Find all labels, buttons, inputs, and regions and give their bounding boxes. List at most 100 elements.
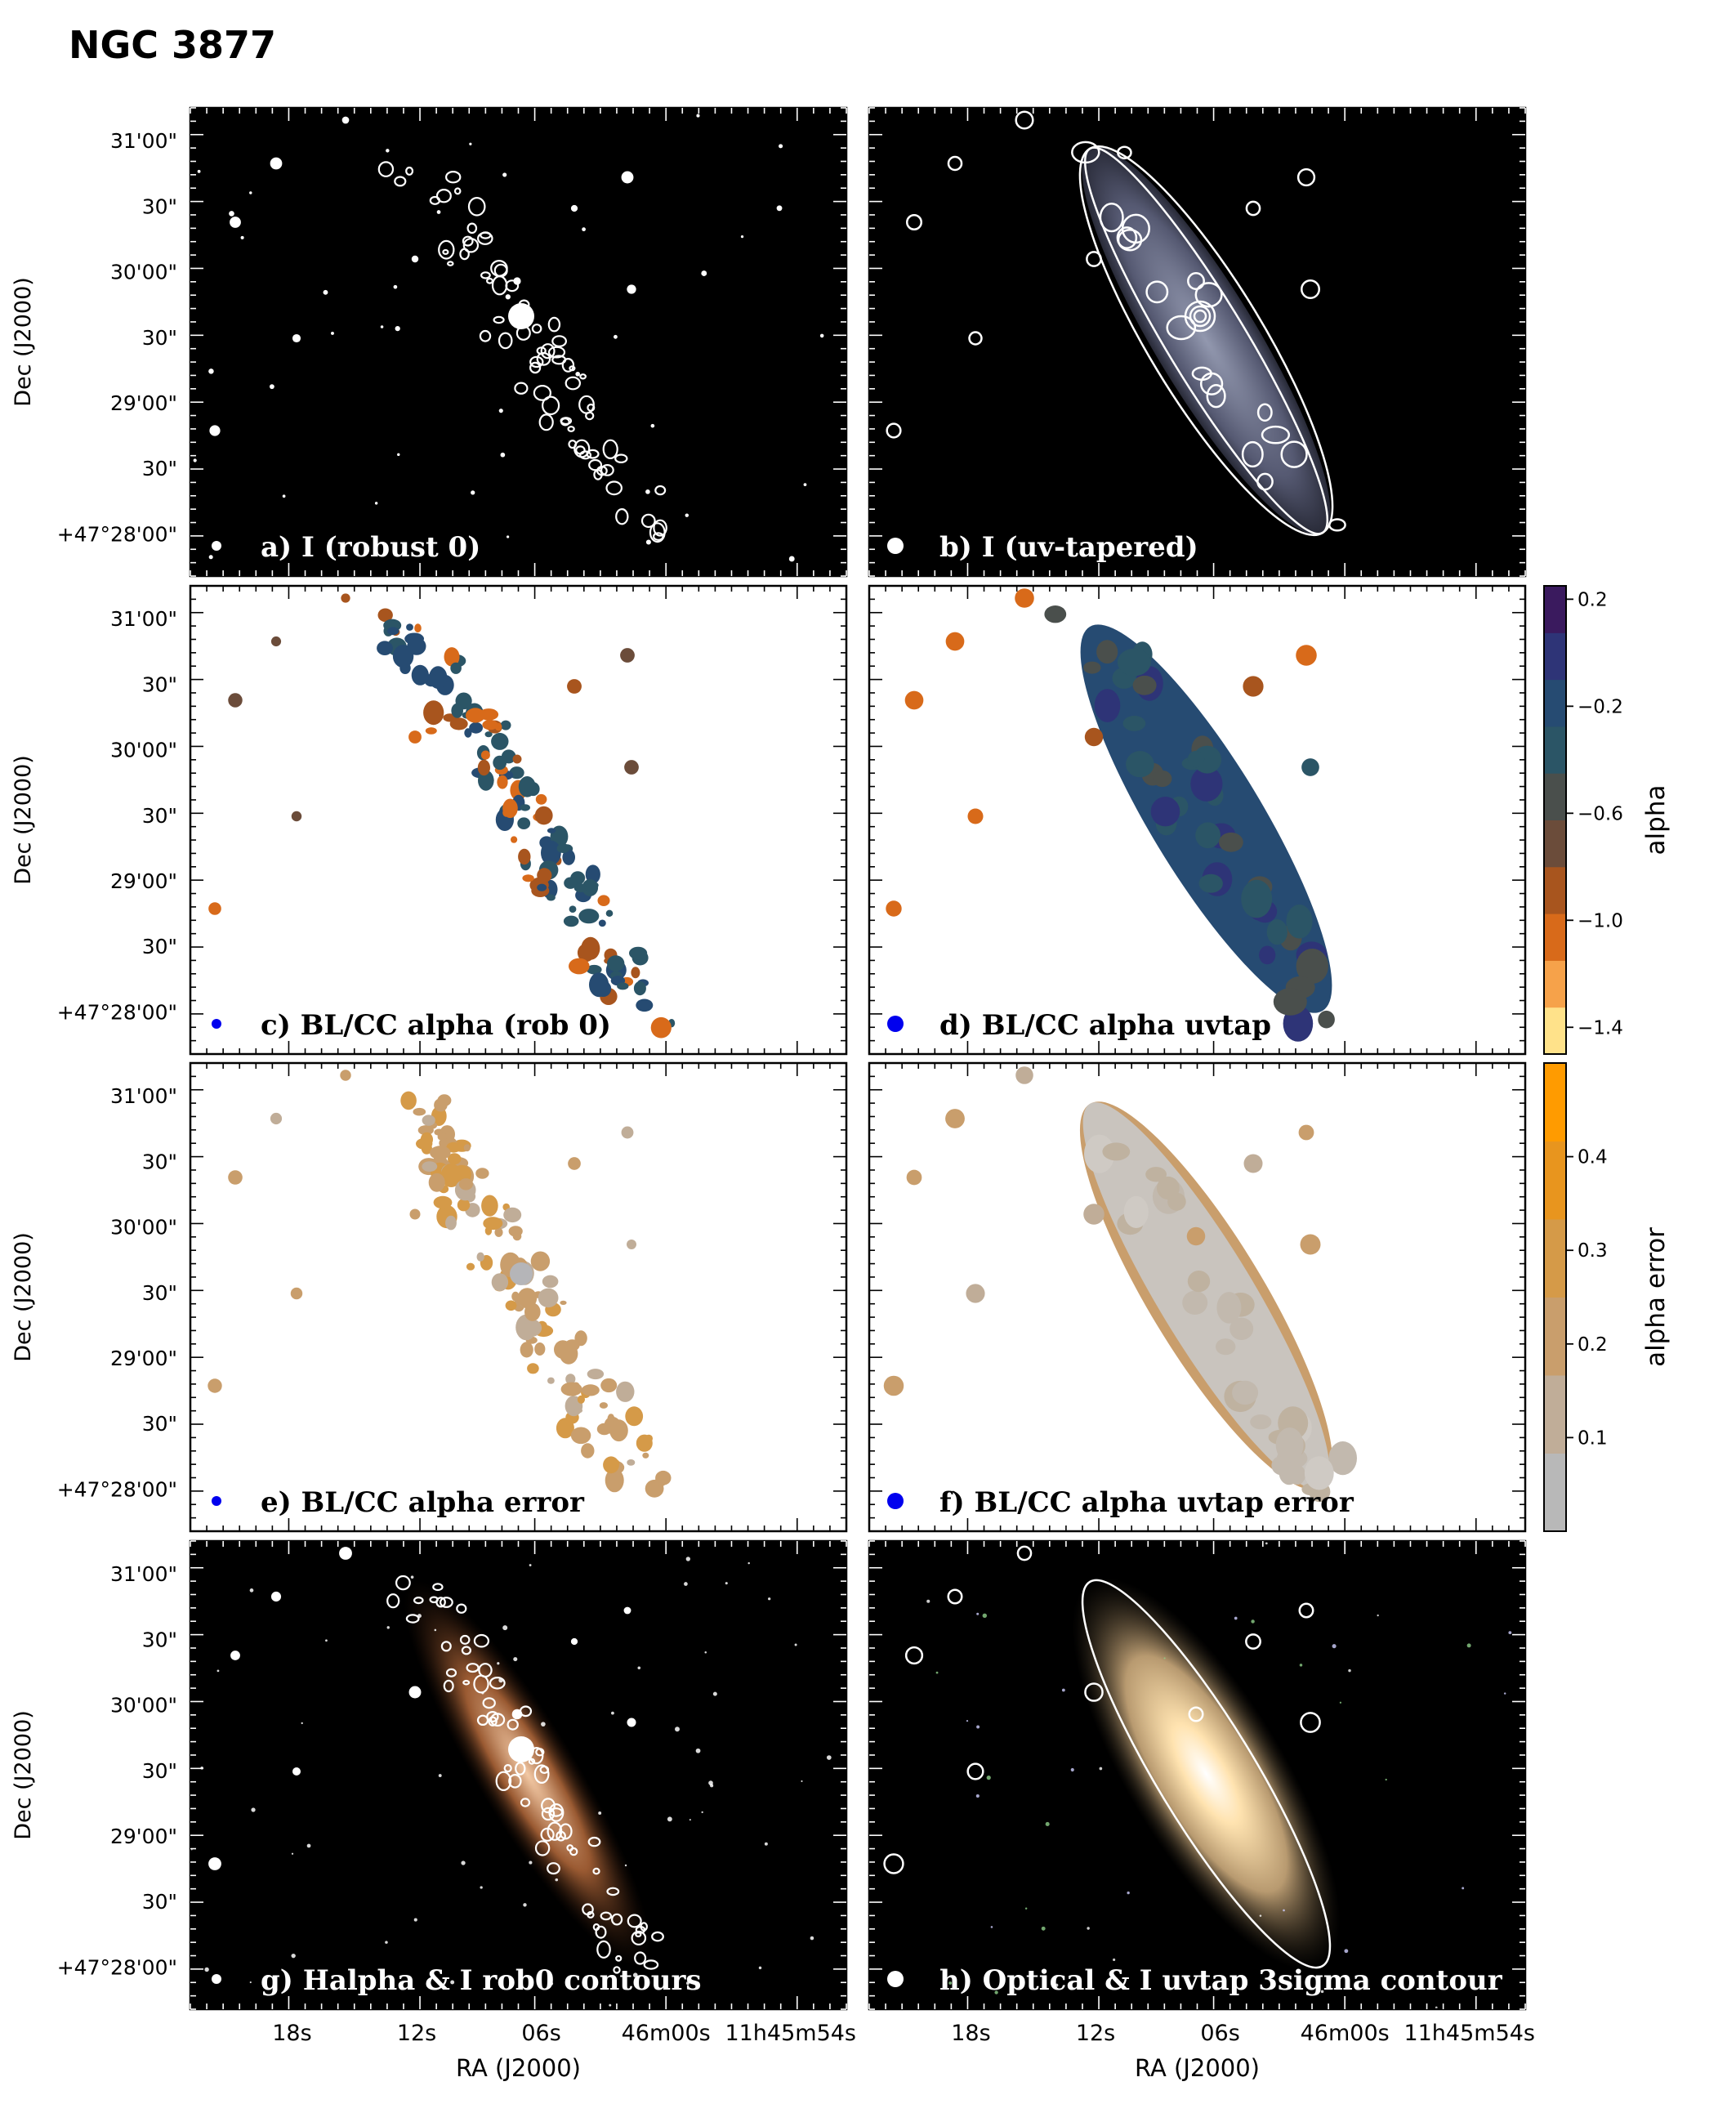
star xyxy=(935,1671,939,1674)
alpha-point-source xyxy=(945,632,965,651)
error-point-source xyxy=(340,1070,351,1081)
alpha-pixel xyxy=(535,793,547,805)
error-point-source xyxy=(1243,1154,1263,1173)
colorbar-segment xyxy=(1544,1375,1566,1454)
star xyxy=(764,1842,768,1846)
point-source-contour xyxy=(968,331,983,346)
radio-contour xyxy=(551,335,568,348)
radio-contour xyxy=(395,1575,411,1591)
colorbar-tick-label: 0.2 xyxy=(1578,1334,1608,1356)
alpha-region xyxy=(1318,1010,1335,1029)
error-pixel xyxy=(607,1414,615,1423)
noise-dot xyxy=(645,489,650,494)
radio-contour xyxy=(486,1711,499,1723)
radio-contour xyxy=(508,1773,522,1789)
star xyxy=(826,1755,832,1760)
point-source-contour xyxy=(886,422,902,439)
error-pixel xyxy=(440,1164,462,1187)
error-pixel xyxy=(466,1262,475,1271)
error-point-source xyxy=(409,1208,421,1220)
error-pixel xyxy=(524,1302,541,1321)
error-pixel xyxy=(642,1452,649,1459)
contour-mid xyxy=(1083,146,1329,535)
error-point-source xyxy=(568,1157,581,1170)
error-region xyxy=(1328,1441,1357,1476)
star xyxy=(695,1748,701,1753)
point-source xyxy=(627,284,636,294)
error-pixel xyxy=(560,1382,582,1396)
star xyxy=(1299,1664,1303,1667)
star xyxy=(685,1557,690,1561)
alpha-region xyxy=(1219,832,1243,852)
colorbar-tick-label: 0.2 xyxy=(1578,589,1608,610)
alpha-pixel xyxy=(569,958,590,975)
alpha-pixel xyxy=(411,664,429,686)
radio-contour xyxy=(405,166,414,176)
y-axis-label: Dec (J2000) xyxy=(11,1232,36,1362)
radio-contour xyxy=(529,355,544,369)
alpha-pixel xyxy=(582,878,599,896)
radio-contour xyxy=(413,1596,424,1605)
y-tick-label: 30" xyxy=(142,1628,177,1651)
star xyxy=(1462,1887,1465,1890)
radio-contour xyxy=(456,1603,467,1614)
point-source-contour xyxy=(883,1853,904,1874)
error-pixel xyxy=(446,1141,462,1153)
y-tick-label: +47°28'00" xyxy=(57,1955,177,1979)
alpha-region xyxy=(1132,675,1157,695)
star xyxy=(689,1819,691,1821)
alpha-point-source xyxy=(1243,676,1264,697)
radio-contour xyxy=(627,1914,642,1928)
contour-inner xyxy=(1206,384,1226,409)
error-pixel xyxy=(570,1427,591,1445)
alpha-pixel xyxy=(617,982,629,990)
star xyxy=(413,1918,417,1922)
contour-inner xyxy=(1166,315,1197,341)
panel-background xyxy=(190,586,846,1054)
point-source-contour xyxy=(1298,1602,1314,1619)
x-tick-label: 06s xyxy=(1200,2021,1239,2046)
alpha-pixel xyxy=(493,755,507,771)
radio-contour xyxy=(605,480,623,496)
error-point-source xyxy=(966,1284,985,1303)
y-tick-label: 30'00" xyxy=(110,1694,177,1718)
noise-dot xyxy=(374,502,378,505)
star xyxy=(708,1780,713,1785)
colorbar-segment xyxy=(1544,773,1566,820)
panel-h: h) Optical & I uvtap 3sigma contour 18s 12… xyxy=(868,1539,1535,2082)
point-source xyxy=(209,425,221,436)
error-pixel xyxy=(520,1342,533,1358)
alpha-pixel xyxy=(518,776,536,797)
star xyxy=(529,1564,532,1566)
colorbar-frame xyxy=(1543,585,1567,1055)
radio-contour xyxy=(473,1633,489,1648)
star xyxy=(1061,1688,1065,1692)
x-tick-label: 06s xyxy=(521,2021,560,2046)
radio-contour xyxy=(541,1807,556,1821)
error-region xyxy=(1271,1456,1291,1476)
alpha-region xyxy=(1150,797,1180,827)
star xyxy=(1041,1926,1046,1931)
radio-contour xyxy=(529,361,542,374)
alpha-pixel xyxy=(444,647,460,667)
panel-label: c) BL/CC alpha (rob 0) xyxy=(261,1009,611,1042)
alpha-pixel xyxy=(605,909,614,917)
star xyxy=(325,1639,328,1642)
panel-d: d) BL/CC alpha uvtap xyxy=(868,584,1527,1056)
noise-dot xyxy=(249,191,252,194)
point-source-contour xyxy=(1296,168,1316,187)
colorbar-error: 0.4 0.3 0.2 0.1 alpha error xyxy=(1543,1062,1671,1532)
x-tick-label: 11h45m54s xyxy=(1404,2021,1535,2046)
alpha-pixel xyxy=(425,727,437,735)
star xyxy=(555,1878,559,1882)
radio-contour xyxy=(514,382,529,395)
y-tick-label: 30" xyxy=(142,804,177,828)
star xyxy=(438,1774,442,1777)
error-pixel xyxy=(599,1402,608,1409)
alpha-pixel xyxy=(520,804,530,811)
noise-dot xyxy=(269,384,274,390)
error-pixel xyxy=(538,1288,559,1308)
star xyxy=(1332,1644,1337,1649)
contour-inner xyxy=(1194,282,1223,308)
error-pixel xyxy=(574,1330,587,1347)
